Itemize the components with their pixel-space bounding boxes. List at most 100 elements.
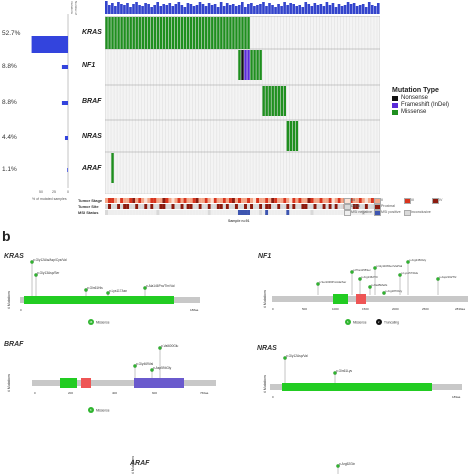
msi-status-cell — [177, 210, 181, 215]
mutation-cell-kras — [189, 17, 193, 49]
mutation-cell-kras — [105, 17, 108, 49]
tumor-stage-cell — [337, 198, 341, 203]
tumor-site-cell — [219, 204, 223, 209]
tumor-site-cell — [250, 204, 254, 209]
protein-backbone — [272, 296, 468, 302]
top-bar-column — [250, 3, 253, 14]
tumor-stage-cell — [310, 198, 314, 203]
legend-dot — [376, 319, 382, 325]
top-bar-column — [177, 2, 181, 14]
msi-status-cell — [237, 210, 241, 215]
mutation-cell-kras — [177, 17, 181, 49]
tumor-stage-cell — [219, 198, 223, 203]
protein-domain — [282, 383, 432, 391]
tumor-site-cell — [147, 204, 151, 209]
lollipop-ylabel: # Mutations — [263, 375, 267, 393]
tumor-site-cell — [268, 204, 272, 209]
tumor-stage-cell — [135, 198, 139, 203]
annotation-legend-label: Distal — [351, 203, 360, 208]
tumor-stage-cell — [307, 198, 311, 203]
protein-domain — [356, 294, 366, 304]
tumor-stage-cell — [165, 198, 169, 203]
annotation-legend-label: IV — [439, 197, 443, 202]
tumor-site-cell — [105, 204, 109, 209]
lollipop-nf1-head — [350, 270, 354, 274]
top-bar-column — [132, 4, 135, 14]
tumor-stage-cell — [262, 198, 266, 203]
tumor-stage-cell — [304, 198, 308, 203]
msi-status-cell — [195, 210, 199, 215]
tumor-stage-cell — [328, 198, 332, 203]
msi-status-cell — [277, 210, 281, 215]
mutation-label: p.Gly12Asp/Val — [286, 354, 308, 358]
msi-status-cell — [307, 210, 311, 215]
mutation-label: p.Val600Glu — [161, 344, 179, 348]
mutation-cell-kras — [117, 17, 120, 49]
mutation-cell-kras — [123, 17, 126, 49]
legend-label: Frameshift (InDel) — [401, 102, 450, 108]
mutation-cell-nf1 — [250, 50, 253, 80]
tumor-site-cell — [153, 204, 157, 209]
tumor-stage-cell — [256, 198, 260, 203]
tumor-site-cell — [328, 204, 332, 209]
top-bar-column — [280, 6, 283, 14]
mutation-label: p.Asp2192Thr — [439, 275, 457, 279]
mutation-cell-kras — [235, 17, 238, 49]
tumor-site-cell — [364, 204, 368, 209]
mutation-cell-nras — [292, 121, 296, 151]
tumor-stage-cell — [189, 198, 193, 203]
tumor-stage-cell — [126, 198, 130, 203]
freq-bar-nf1 — [61, 65, 68, 69]
tumor-stage-cell — [186, 198, 190, 203]
tumor-site-cell — [289, 204, 293, 209]
frequency-bar-chart: 50 25 0 — [28, 0, 76, 195]
tumor-site-cell — [355, 204, 359, 209]
freq-bar-kras — [31, 36, 69, 53]
mutation-cell-kras — [202, 17, 205, 49]
gene-label-kras: KRAS — [82, 29, 102, 36]
mutation-cell-kras — [232, 17, 235, 49]
top-bar-column — [244, 7, 247, 14]
msi-status-cell — [144, 210, 148, 215]
axis-tick: 1000 — [332, 307, 339, 311]
tumor-site-cell — [280, 204, 284, 209]
legend-count: 48 — [90, 321, 93, 324]
top-bar-column — [120, 4, 123, 14]
tumor-stage-cell — [141, 198, 145, 203]
mutation-label: p.Gly469Val — [136, 362, 153, 366]
mutation-cell-braf — [268, 86, 271, 116]
top-bar-column — [301, 7, 305, 14]
side-tick-label: 50 — [39, 190, 43, 194]
mutation-cell-braf — [271, 86, 274, 116]
mutation-cell-nf1 — [259, 50, 262, 80]
msi-status-cell — [210, 210, 214, 215]
tumor-stage-cell — [253, 198, 257, 203]
tumor-site-cell — [129, 204, 133, 209]
msi-status-cell — [201, 210, 205, 215]
mutation-cell-kras — [135, 17, 138, 49]
msi-status-cell — [319, 210, 323, 215]
legend-title: Mutation Type — [392, 87, 439, 94]
top-bar-column — [289, 3, 292, 14]
mutation-type-legend: Mutation Type Nonsense Frameshift (InDel)… — [392, 87, 472, 115]
msi-status-cell — [114, 210, 118, 215]
sample-count-label: Sample n=91 — [228, 219, 250, 223]
lollipop-kras-head — [106, 291, 110, 295]
tumor-stage-cell — [316, 198, 320, 203]
tumor-site-cell — [325, 204, 329, 209]
lollipop-nf1-head — [436, 277, 440, 281]
msi-status-cell — [111, 210, 115, 215]
msi-status-cell — [304, 210, 308, 215]
msi-status-cell — [132, 210, 136, 215]
top-bar-column — [222, 6, 226, 14]
annotation-legend-label: MSI positive — [381, 209, 401, 214]
top-bar-column — [237, 5, 241, 14]
msi-status-cell — [138, 210, 142, 215]
mutation-cell-kras — [150, 17, 154, 49]
mutation-label: p.Gln61His — [87, 286, 103, 290]
side-xlabel: % of mutated samples — [32, 197, 67, 201]
gene-label-braf: BRAF — [82, 98, 102, 105]
mutation-label: p.Arg1362Thr — [361, 275, 378, 279]
mutation-cell-kras — [174, 17, 178, 49]
top-bar-column — [114, 6, 117, 14]
